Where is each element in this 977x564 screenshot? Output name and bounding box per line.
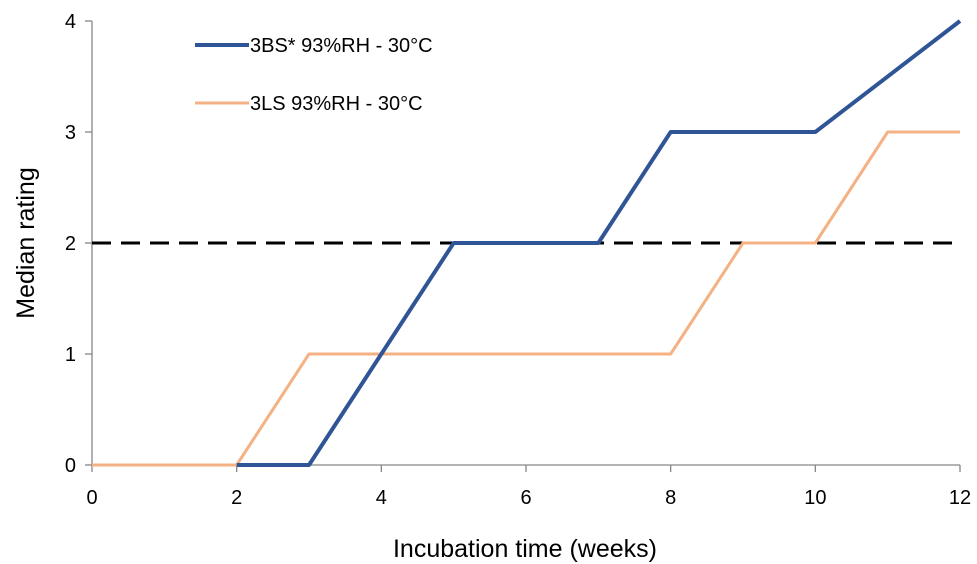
x-tick-label: 0 xyxy=(86,487,97,509)
legend: 3BS* 93%RH - 30°C 3LS 93%RH - 30°C xyxy=(195,35,433,115)
legend-label-2: 3LS 93%RH - 30°C xyxy=(250,93,423,115)
y-tick-label: 1 xyxy=(65,344,76,366)
x-tick-label: 12 xyxy=(949,487,971,509)
series-line-1 xyxy=(236,19,962,467)
x-tick-label: 6 xyxy=(520,487,531,509)
x-axis-title: Incubation time (weeks) xyxy=(393,535,657,563)
legend-label-1: 3BS* 93%RH - 30°C xyxy=(250,35,433,57)
y-axis-title: Median rating xyxy=(12,167,40,318)
y-tick-label: 2 xyxy=(65,233,76,255)
x-tick-label: 2 xyxy=(231,487,242,509)
x-tick-label: 8 xyxy=(665,487,676,509)
y-tick-label: 4 xyxy=(65,11,76,33)
series-layer xyxy=(92,19,962,467)
series-line-2 xyxy=(92,130,960,467)
y-tick-label: 0 xyxy=(65,455,76,477)
y-tick-label: 3 xyxy=(65,122,76,144)
x-tick-label: 10 xyxy=(804,487,826,509)
x-tick-label: 4 xyxy=(376,487,387,509)
